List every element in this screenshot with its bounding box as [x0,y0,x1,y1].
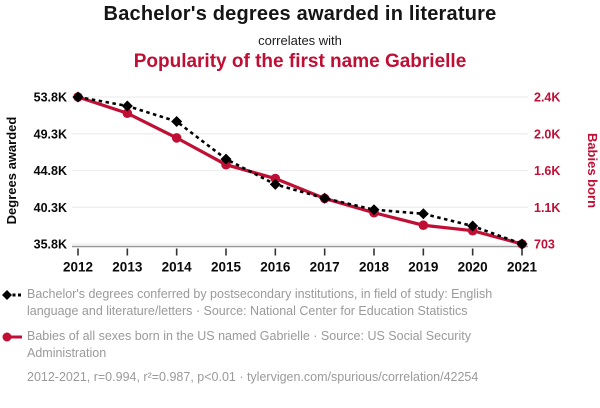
diamond-marker [417,208,429,220]
primary-chart-title: Bachelor's degrees awarded in literature [103,3,497,25]
diamond-marker [269,178,281,190]
diamond-marker [72,91,84,103]
black-diamond-dashed-line-icon [2,290,22,300]
x-axis-tick-label: 2019 [408,260,438,275]
legend-item-babies: Babies of all sexes born in the US named… [2,328,598,361]
diamond-marker [319,192,331,204]
x-axis-tick-label: 2015 [211,260,242,275]
x-axis-tick-label: 2014 [162,260,193,275]
right-axis-tick-label: 703 [534,238,555,252]
left-axis-tick-label: 49.3K [34,127,67,141]
legend-block: Bachelor's degrees conferred by postseco… [2,286,598,384]
diamond-marker [516,238,528,250]
left-axis-tick-label: 44.8K [34,164,67,178]
legend-text-babies: Babies of all sexes born in the US named… [27,329,471,360]
x-axis-tick-label: 2018 [359,260,390,275]
legend-text-degrees: Bachelor's degrees conferred by postseco… [27,287,493,318]
diamond-marker [467,220,479,232]
x-axis-tick-label: 2017 [310,260,340,275]
red-circle-solid-line-icon [2,332,22,342]
x-axis-tick-label: 2021 [507,260,538,275]
diamond-marker [220,153,232,165]
chart-area: 53.8K 2.4K 49.3K 2.0K 44.8K 1.6K 40.3K 1.1K 35.8… [0,85,600,285]
series-line-right [77,95,523,246]
circle-marker [270,173,281,184]
right-axis-tick-label: 1.6K [534,164,560,178]
left-axis-title: Degrees awarded [4,117,19,225]
right-axis-title: Babies born [585,133,600,208]
dual-axis-line-chart: 53.8K 2.4K 49.3K 2.0K 44.8K 1.6K 40.3K 1.1K 35.8… [4,91,600,275]
x-axis-tick-label: 2012 [63,260,93,275]
diamond-marker [121,100,133,112]
secondary-chart-title: Popularity of the first name Gabrielle [133,51,467,72]
diamond-marker [171,116,183,127]
left-axis-tick-label: 40.3K [34,201,67,215]
circle-marker [418,220,429,231]
circle-marker [171,133,182,143]
circle-marker [221,159,231,170]
legend-item-degrees: Bachelor's degrees conferred by postseco… [2,286,598,319]
left-axis-tick-label: 53.8K [34,91,67,105]
diamond-marker [368,204,380,216]
left-axis-tick-label: 35.8K [34,238,67,252]
correlates-with-label: correlates with [258,33,342,48]
x-axis-tick-label: 2013 [112,260,143,275]
stats-footer: 2012-2021, r=0.994, r²=0.987, p<0.01 · t… [27,370,479,384]
circle-marker [122,108,133,119]
right-axis-tick-label: 2.0K [534,127,560,141]
x-axis-tick-label: 2016 [260,260,291,275]
right-axis-tick-label: 1.1K [534,201,560,215]
x-axis-tick-label: 2020 [458,260,488,275]
right-axis-tick-label: 2.4K [534,91,560,105]
